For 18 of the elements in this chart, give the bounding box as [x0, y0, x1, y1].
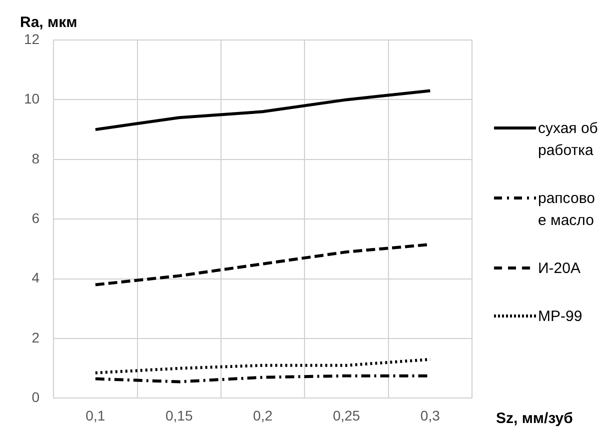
y-tick-label: 10 — [24, 90, 40, 107]
x-tick-label: 0,2 — [253, 407, 273, 424]
y-tick-label: 8 — [32, 150, 40, 166]
x-tick-label: 0,3 — [420, 407, 440, 424]
y-tick-label: 0 — [32, 389, 40, 406]
y-tick-label: 6 — [32, 210, 40, 226]
x-tick-label: 0,25 — [332, 407, 360, 424]
x-axis-title: Sz, мм/зуб — [496, 410, 573, 427]
y-tick-label: 12 — [24, 30, 40, 47]
x-tick-label: 0,1 — [86, 407, 106, 424]
legend-label: сухая обработка — [538, 119, 598, 161]
x-tick-label: 0,15 — [165, 407, 193, 424]
legend-label: И-20А — [538, 259, 582, 279]
legend-label: МР-99 — [538, 307, 584, 327]
y-axis-title: Ra, мкм — [20, 14, 78, 31]
y-tick-label: 4 — [32, 270, 40, 286]
legend-label: рапсовое масло — [538, 189, 596, 231]
y-tick-label: 2 — [32, 329, 40, 346]
